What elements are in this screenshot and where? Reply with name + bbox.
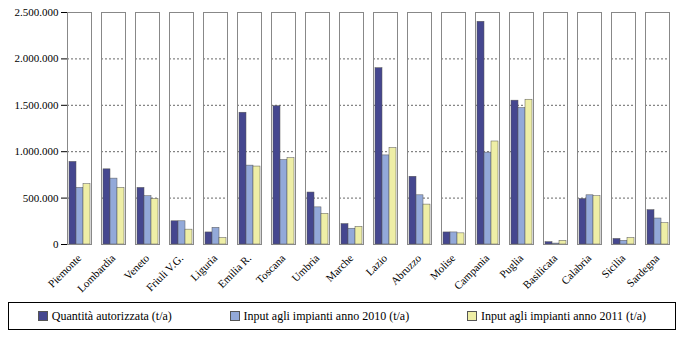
svg-text:1.000.000: 1.000.000 xyxy=(15,145,60,157)
html-text:Input agli impianti anno 2011: Input agli impianti anno 2011 (t/a) xyxy=(480,308,647,323)
svg-text:Umbria: Umbria xyxy=(289,252,321,284)
svg-text:Sicilia: Sicilia xyxy=(599,252,627,280)
svg-text:Lazio: Lazio xyxy=(363,251,390,278)
svg-text:Emilia R.: Emilia R. xyxy=(215,252,253,290)
svg-text:Friuli V.G.: Friuli V.G. xyxy=(144,252,186,294)
svg-text:Marche: Marche xyxy=(323,252,355,284)
svg-text:0: 0 xyxy=(53,238,59,250)
svg-text:Piemonte: Piemonte xyxy=(45,251,84,290)
html-text:Input agli impianti anno 2010: Input agli impianti anno 2010 (t/a) xyxy=(243,308,410,323)
svg-text:Toscana: Toscana xyxy=(254,252,288,286)
svg-text:2.500.000: 2.500.000 xyxy=(15,6,60,18)
svg-text:Sardegna: Sardegna xyxy=(624,252,662,290)
svg-text:500.000: 500.000 xyxy=(23,192,59,204)
svg-text:Lombardia: Lombardia xyxy=(75,252,118,295)
svg-text:Molise: Molise xyxy=(427,252,457,282)
svg-text:Veneto: Veneto xyxy=(121,251,151,281)
svg-text:Liguria: Liguria xyxy=(188,252,219,283)
html-text:Quantità autorizzata (t/a): Quantità autorizzata (t/a) xyxy=(51,308,172,323)
svg-text:Campania: Campania xyxy=(451,252,491,292)
svg-text:Abruzzo: Abruzzo xyxy=(388,251,424,287)
svg-text:Calabria: Calabria xyxy=(559,252,594,287)
svg-text:Puglia: Puglia xyxy=(497,252,525,280)
svg-text:Basilicata: Basilicata xyxy=(520,252,559,291)
svg-text:2.000.000: 2.000.000 xyxy=(15,52,60,64)
svg-text:1.500.000: 1.500.000 xyxy=(15,99,60,111)
